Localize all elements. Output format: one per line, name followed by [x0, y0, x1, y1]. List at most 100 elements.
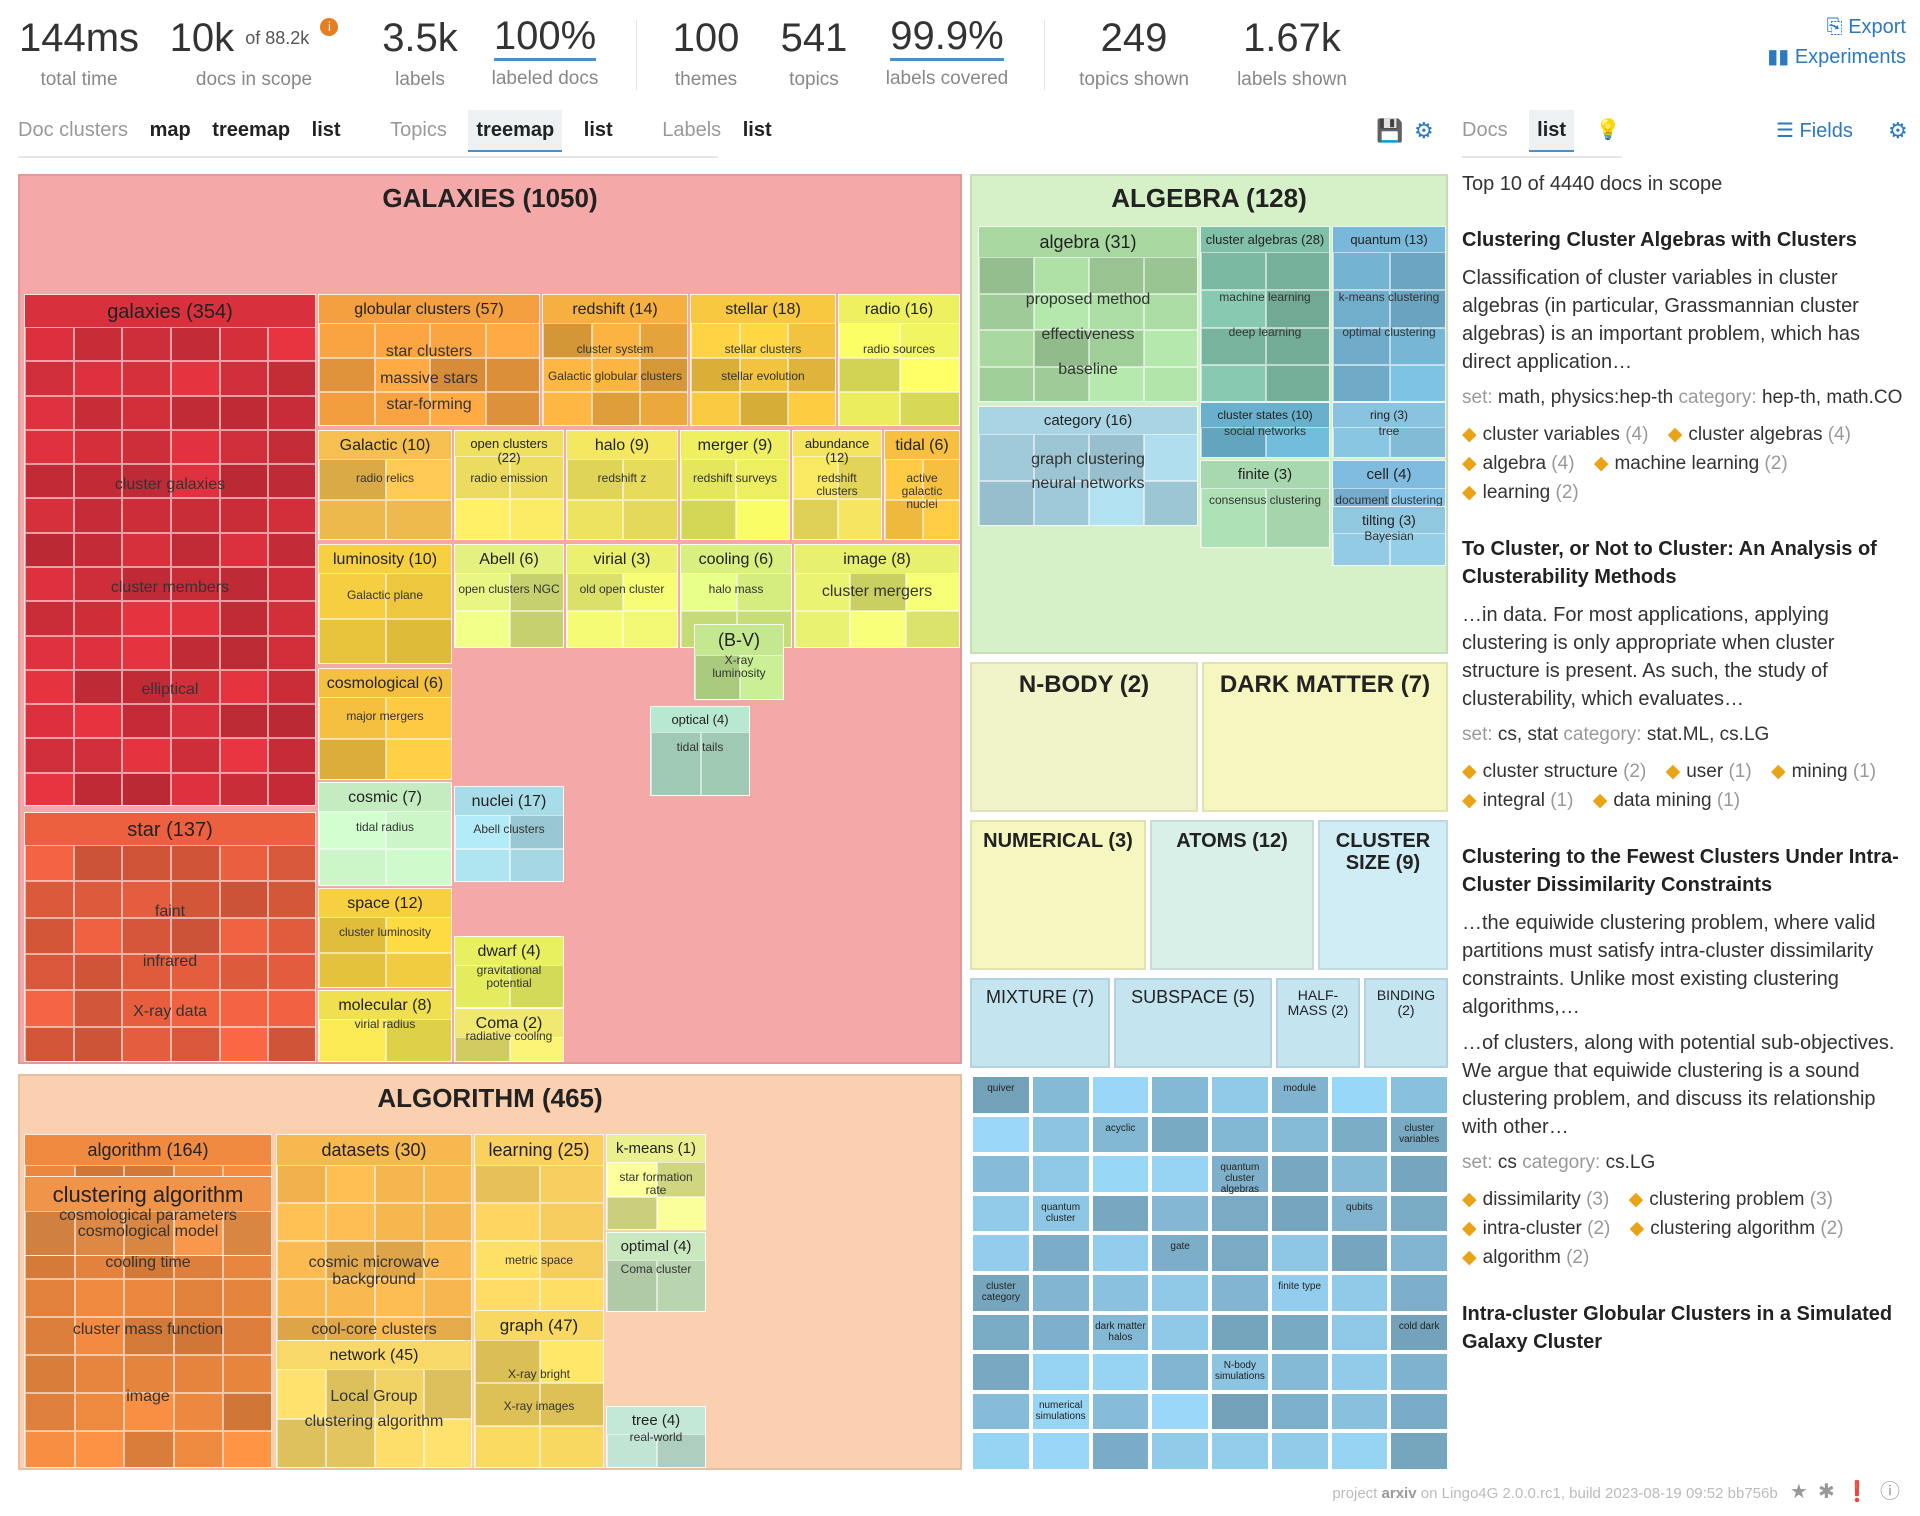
- treemap-cell[interactable]: [475, 1165, 540, 1203]
- treemap-cell[interactable]: [319, 500, 386, 539]
- treemap-cell[interactable]: [540, 1383, 603, 1426]
- treemap-cell[interactable]: [326, 1279, 375, 1317]
- label-tag[interactable]: ◆ clustering problem (3): [1629, 1189, 1833, 1210]
- label-tag[interactable]: ◆ clustering algorithm (2): [1630, 1218, 1844, 1239]
- minor-section-cell[interactable]: [1210, 1075, 1270, 1115]
- minor-section-cell[interactable]: [1030, 1431, 1091, 1469]
- treemap-cell[interactable]: [510, 573, 563, 611]
- topic-13[interactable]: Abell (6) open clusters NGC: [454, 544, 564, 648]
- treemap-cell[interactable]: [540, 1203, 603, 1241]
- treemap-cell[interactable]: [607, 1434, 657, 1467]
- treemap-cell[interactable]: [1266, 289, 1329, 328]
- treemap-cell[interactable]: [455, 965, 510, 1007]
- minor-section-cell[interactable]: [1269, 1154, 1330, 1194]
- docs-gear-icon[interactable]: ⚙: [1888, 118, 1908, 143]
- minor-section-cell[interactable]: N-body simulations: [1210, 1352, 1270, 1392]
- treemap-cell[interactable]: [122, 532, 171, 567]
- topics-treemap[interactable]: GALAXIES (1050) galaxies (354) cluster gal…: [18, 174, 1448, 1470]
- tab-topics-treemap[interactable]: treemap: [468, 110, 563, 152]
- treemap-cell[interactable]: [651, 732, 701, 795]
- treemap-cell[interactable]: [25, 1355, 75, 1393]
- treemap-cell[interactable]: [25, 772, 74, 805]
- treemap-cell[interactable]: [543, 323, 592, 358]
- minor-section-cell[interactable]: [1030, 1114, 1091, 1155]
- treemap-cell[interactable]: [74, 1431, 125, 1467]
- treemap-cell[interactable]: [1201, 365, 1266, 401]
- info-icon[interactable]: i: [320, 18, 339, 36]
- minor-section-cell[interactable]: [1210, 1233, 1270, 1273]
- treemap-cell[interactable]: [567, 459, 623, 500]
- treemap-cell[interactable]: [540, 1165, 603, 1203]
- treemap-cell[interactable]: [788, 357, 835, 393]
- minor-section-cell[interactable]: [971, 1233, 1031, 1273]
- treemap-cell[interactable]: [25, 954, 74, 991]
- treemap-cell[interactable]: [219, 704, 269, 739]
- minor-section-cell[interactable]: quantum cluster algebras: [1210, 1154, 1270, 1195]
- error-icon[interactable]: ❗: [1844, 1481, 1870, 1503]
- treemap-cell[interactable]: [838, 498, 881, 539]
- treemap-cell[interactable]: [268, 917, 315, 954]
- treemap-cell[interactable]: [1089, 330, 1144, 367]
- label-tag[interactable]: ◆ user (1): [1666, 761, 1752, 782]
- minor-section-cell[interactable]: [1090, 1233, 1151, 1273]
- treemap-cell[interactable]: [277, 1165, 326, 1203]
- treemap-cell[interactable]: [607, 1196, 657, 1229]
- label-tag[interactable]: ◆ machine learning (2): [1594, 453, 1788, 474]
- treemap-cell[interactable]: [681, 459, 736, 500]
- treemap-cell[interactable]: [268, 567, 315, 602]
- treemap-cell[interactable]: [268, 601, 315, 636]
- treemap-cell[interactable]: [1034, 330, 1089, 367]
- topic-17[interactable]: cosmological (6) major mergers: [318, 668, 452, 780]
- treemap-cell[interactable]: [1390, 533, 1445, 565]
- treemap-cell[interactable]: [567, 500, 623, 539]
- treemap-cell[interactable]: [124, 1211, 174, 1255]
- topic-26[interactable]: Coma (2) radiative cooling: [454, 1008, 564, 1062]
- treemap-cell[interactable]: [793, 456, 838, 499]
- help-icon[interactable]: ⓘ: [1880, 1481, 1900, 1503]
- treemap-cell[interactable]: [319, 917, 386, 953]
- treemap-cell[interactable]: [510, 498, 563, 539]
- minor-section-cell[interactable]: [1389, 1193, 1447, 1234]
- treemap-cell[interactable]: [219, 567, 269, 602]
- treemap-cell[interactable]: [510, 815, 563, 849]
- treemap-cell[interactable]: [268, 704, 315, 739]
- treemap-cell[interactable]: [900, 392, 959, 425]
- treemap-cell[interactable]: [25, 669, 74, 705]
- treemap-cell[interactable]: [268, 429, 315, 465]
- treemap-cell[interactable]: [171, 567, 220, 602]
- treemap-cell[interactable]: [839, 357, 900, 393]
- minor-section-cell[interactable]: [1329, 1352, 1390, 1392]
- fields-button[interactable]: ☰ Fields: [1776, 120, 1853, 142]
- treemap-cell[interactable]: [424, 1419, 471, 1467]
- treemap-cell[interactable]: [1144, 330, 1197, 367]
- minor-section-cell[interactable]: acyclic: [1090, 1114, 1151, 1155]
- treemap-cell[interactable]: [171, 917, 220, 954]
- treemap-cell[interactable]: [540, 1340, 603, 1383]
- treemap-cell[interactable]: [455, 849, 510, 881]
- treemap-cell[interactable]: [25, 990, 74, 1027]
- treemap-cell[interactable]: [1201, 488, 1266, 547]
- minor-section-cell[interactable]: [1150, 1431, 1210, 1469]
- treemap-cell[interactable]: [1266, 252, 1329, 290]
- treemap-cell[interactable]: [695, 655, 740, 699]
- treemap-cell[interactable]: [219, 429, 269, 465]
- treemap-cell[interactable]: [691, 392, 740, 425]
- treemap-cell[interactable]: [788, 323, 835, 358]
- treemap-cell[interactable]: [374, 323, 430, 358]
- treemap-cell[interactable]: [219, 1026, 269, 1061]
- bug-icon[interactable]: ✱: [1817, 1481, 1835, 1503]
- treemap-cell[interactable]: [122, 845, 171, 882]
- treemap-cell[interactable]: [1390, 252, 1445, 290]
- topic-0[interactable]: galaxies (354) cluster galaxies cluster me…: [24, 294, 316, 806]
- treemap-cell[interactable]: [1144, 293, 1197, 330]
- minor-section-cell[interactable]: [1150, 1193, 1210, 1234]
- minor-section-cell[interactable]: [1389, 1352, 1447, 1392]
- treemap-cell[interactable]: [74, 1355, 125, 1393]
- section-4[interactable]: DARK MATTER (7): [1202, 662, 1448, 812]
- treemap-cell[interactable]: [424, 1165, 471, 1203]
- topic-33[interactable]: graph (47) X-ray bright X-ray images: [474, 1310, 604, 1468]
- treemap-cell[interactable]: [375, 1203, 424, 1241]
- treemap-cell[interactable]: [510, 456, 563, 499]
- treemap-cell[interactable]: [386, 459, 451, 500]
- treemap-cell[interactable]: [171, 635, 220, 670]
